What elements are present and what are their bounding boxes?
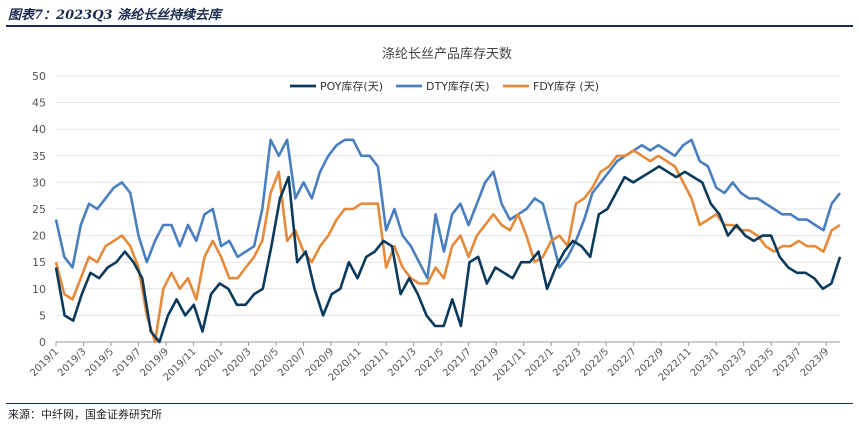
y-tick-label: 35 [32, 150, 46, 163]
x-tick-label: 2023/7 [771, 346, 804, 379]
x-tick-label: 2019/7 [111, 346, 144, 379]
x-tick-label: 2021/1 [359, 346, 392, 379]
y-tick-label: 45 [32, 97, 46, 110]
x-axis-ticks: 2019/12019/32019/52019/72019/92019/11202… [28, 342, 831, 383]
bottom-rule [6, 403, 853, 404]
x-tick-label: 2020/3 [221, 346, 254, 379]
figure-title: 图表7：2023Q3 涤纶长丝持续去库 [8, 8, 222, 23]
x-tick-label: 2021/3 [386, 346, 419, 379]
x-tick-label: 2022/5 [579, 346, 612, 379]
y-tick-label: 30 [32, 176, 46, 189]
x-tick-label: 2019/3 [56, 346, 89, 379]
y-tick-label: 0 [39, 336, 46, 349]
x-tick-label: 2023/9 [799, 346, 832, 379]
y-tick-label: 5 [39, 309, 46, 322]
y-axis-ticks: 0 5 10 15 20 25 30 35 40 45 50 [32, 70, 46, 349]
x-tick-label: 2020/7 [276, 346, 309, 379]
x-tick-label: 2022/3 [551, 346, 584, 379]
x-tick-label: 2019/5 [83, 346, 116, 379]
series-line-1 [54, 138, 842, 280]
x-tick-label: 2020/1 [194, 346, 227, 379]
x-tick-label: 2020/5 [249, 346, 282, 379]
series-line-0 [54, 165, 842, 344]
y-tick-label: 15 [32, 256, 46, 269]
x-tick-label: 2023/5 [744, 346, 777, 379]
chart-title: 涤纶长丝产品库存天数 [382, 46, 512, 62]
x-tick-label: 2023/3 [716, 346, 749, 379]
legend-label-0: POY库存(天) [320, 79, 383, 93]
y-tick-label: 20 [32, 230, 46, 243]
y-tick-label: 10 [32, 283, 46, 296]
legend: POY库存(天) DTY库存(天) FDY库存 (天) [290, 79, 599, 93]
x-tick-label: 2019/1 [28, 346, 61, 379]
x-tick-label: 2021/7 [441, 346, 474, 379]
x-tick-label: 2023/1 [689, 346, 722, 379]
y-gridlines [56, 75, 840, 343]
x-tick-label: 2021/5 [414, 346, 447, 379]
source-note: 来源：中纤网，国金证券研究所 [8, 408, 162, 421]
x-tick-label: 2022/1 [524, 346, 557, 379]
legend-label-1: DTY库存(天) [426, 79, 490, 93]
x-tick-label: 2022/7 [606, 346, 639, 379]
y-tick-label: 40 [32, 123, 46, 136]
y-tick-label: 25 [32, 203, 46, 216]
series-lines [54, 138, 842, 344]
series-line-2 [54, 149, 841, 344]
y-tick-label: 50 [32, 70, 46, 83]
legend-label-2: FDY库存 (天) [533, 79, 599, 93]
top-rule [6, 25, 853, 27]
